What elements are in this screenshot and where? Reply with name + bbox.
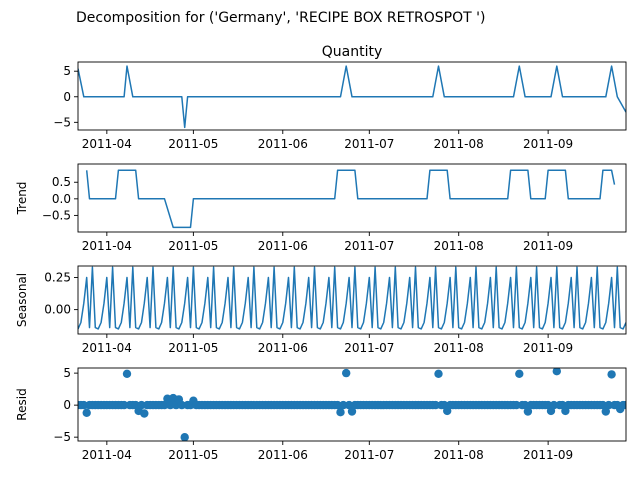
axes-frame [77, 265, 627, 335]
y-tick-label: 5 [63, 366, 71, 380]
x-tick-label: 2011-05 [168, 137, 218, 151]
y-tick-label: 5 [63, 64, 71, 78]
x-tick-label: 2011-08 [434, 137, 484, 151]
x-tick-label: 2011-07 [344, 448, 394, 462]
x-tick-label: 2011-06 [258, 239, 308, 253]
resid-point [342, 368, 351, 378]
x-tick-label: 2011-05 [168, 341, 218, 355]
y-tick-label: −5 [53, 115, 71, 129]
series-line [78, 65, 626, 129]
panel-2: Trend 0.5 0.0 −0.5 2011-04 2011-05 2011-06 2011… [15, 163, 627, 253]
figure-title: Decomposition for ('Germany', 'RECIPE BO… [76, 10, 485, 26]
y-tick-label: 0.25 [44, 271, 71, 285]
axes-frame [77, 163, 627, 233]
panel-title: Quantity [322, 44, 383, 60]
y-axis-label: Resid [15, 388, 29, 420]
data-area [78, 65, 626, 129]
resid-point [160, 400, 169, 410]
resid-point [515, 369, 524, 378]
panels-group: Quantity 5 0 −5 2011-04 2011-05 2011-06 2011-07… [15, 44, 627, 462]
axes-frame [77, 61, 627, 131]
y-tick-label: 0.00 [44, 303, 71, 317]
resid-point [347, 407, 357, 416]
resid-point [122, 369, 132, 378]
resid-point [336, 408, 345, 417]
x-tick-label: 2011-08 [434, 448, 484, 462]
x-tick-label: 2011-04 [82, 341, 132, 355]
data-area [85, 169, 616, 229]
resid-point [607, 370, 616, 379]
series-line [78, 266, 626, 330]
resid-point [119, 400, 129, 410]
x-tick-label: 2011-06 [258, 448, 308, 462]
resid-point [598, 400, 608, 410]
x-tick-label: 2011-05 [168, 448, 218, 462]
resid-point [621, 400, 626, 410]
resid-point [434, 369, 443, 378]
x-tick-label: 2011-07 [344, 341, 394, 355]
resid-point [552, 368, 561, 376]
y-tick-label: 0 [63, 398, 71, 412]
x-tick-label: 2011-04 [82, 239, 132, 253]
panel-3: Seasonal 0.25 0.00 2011-04 2011-05 2011-06 201… [15, 265, 627, 355]
resid-point [180, 433, 189, 441]
x-tick-label: 2011-08 [434, 341, 484, 355]
x-tick-label: 2011-09 [523, 341, 573, 355]
resid-point [344, 400, 354, 410]
resid-point [523, 407, 533, 416]
panel-4: Resid 5 0 −5 2011-04 2011-05 2011-06 2011-07 201… [15, 366, 627, 462]
resid-point [82, 408, 91, 417]
resid-point [140, 409, 149, 418]
x-tick-label: 2011-09 [523, 239, 573, 253]
resid-point [339, 400, 348, 410]
x-tick-label: 2011-04 [82, 448, 132, 462]
resid-point [601, 407, 610, 416]
y-tick-label: −0.5 [42, 208, 71, 222]
x-tick-label: 2011-09 [523, 137, 573, 151]
y-axis-label: Seasonal [15, 273, 29, 327]
resid-point [549, 400, 559, 410]
x-tick-label: 2011-08 [434, 239, 484, 253]
data-area [78, 368, 626, 441]
resid-point [512, 400, 521, 410]
x-tick-label: 2011-06 [258, 137, 308, 151]
resid-point [431, 400, 440, 410]
x-tick-label: 2011-07 [344, 239, 394, 253]
axes-frame [77, 367, 627, 442]
x-tick-label: 2011-06 [258, 341, 308, 355]
y-tick-label: 0.0 [52, 192, 71, 206]
resid-point [166, 400, 175, 410]
y-tick-label: 0 [63, 90, 71, 104]
y-axis-label: Trend [15, 182, 29, 216]
resid-point [604, 400, 613, 410]
y-tick-label: −5 [53, 430, 71, 444]
series-line [85, 169, 616, 229]
x-tick-label: 2011-07 [344, 137, 394, 151]
x-tick-label: 2011-05 [168, 239, 218, 253]
y-tick-label: 0.5 [52, 175, 71, 189]
panel-1: Quantity 5 0 −5 2011-04 2011-05 2011-06 2011-07… [53, 44, 627, 151]
x-tick-label: 2011-04 [82, 137, 132, 151]
x-tick-label: 2011-09 [523, 448, 573, 462]
data-area [78, 266, 626, 330]
resid-point [177, 400, 186, 410]
